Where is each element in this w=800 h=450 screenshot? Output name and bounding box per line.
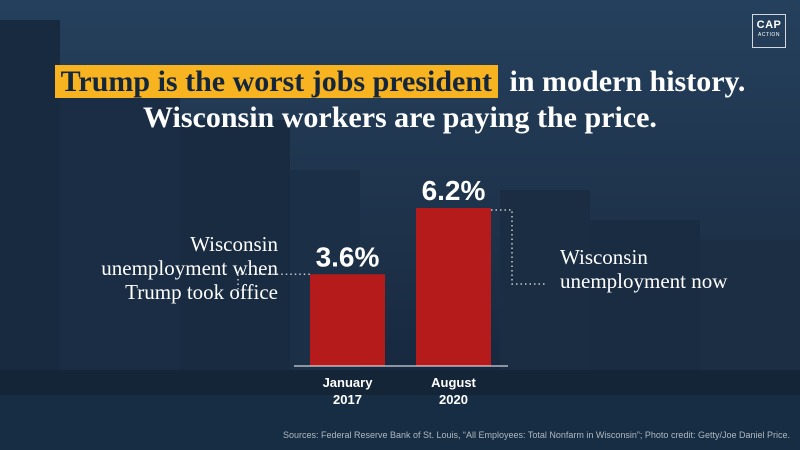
value-label-1: 3.6% (316, 241, 380, 272)
value-labels: 3.6% 6.2% (316, 175, 486, 272)
bar-2 (416, 208, 491, 366)
x-tick-label-2-line-2: 2020 (439, 392, 468, 407)
bar-1 (310, 274, 385, 366)
cap-action-logo: CAP ACTION (752, 14, 786, 48)
value-label-2: 6.2% (422, 175, 486, 206)
x-tick-labels: January 2017 August 2020 (323, 375, 477, 407)
label-connectors (237, 209, 546, 294)
connector-left (237, 273, 310, 294)
x-tick-label-2-line-1: August (431, 375, 476, 390)
x-tick-label-1-line-2: 2017 (333, 392, 362, 407)
bars (310, 208, 491, 366)
logo-sub-text: ACTION (758, 32, 780, 38)
logo-main-text: CAP (756, 19, 782, 31)
headline-highlight: Trump is the worst jobs president (54, 65, 499, 98)
headline-rest: in modern history. Wisconsin workers are… (143, 65, 746, 134)
label-now: Wisconsin unemployment now (560, 245, 728, 293)
sources-note: Sources: Federal Reserve Bank of St. Lou… (282, 430, 790, 440)
label-before: Wisconsin unemployment when Trump took o… (101, 232, 278, 304)
x-tick-label-1-line-1: January (323, 375, 374, 390)
headline: Trump is the worst jobs president in mod… (0, 64, 800, 136)
connector-right (491, 209, 546, 285)
